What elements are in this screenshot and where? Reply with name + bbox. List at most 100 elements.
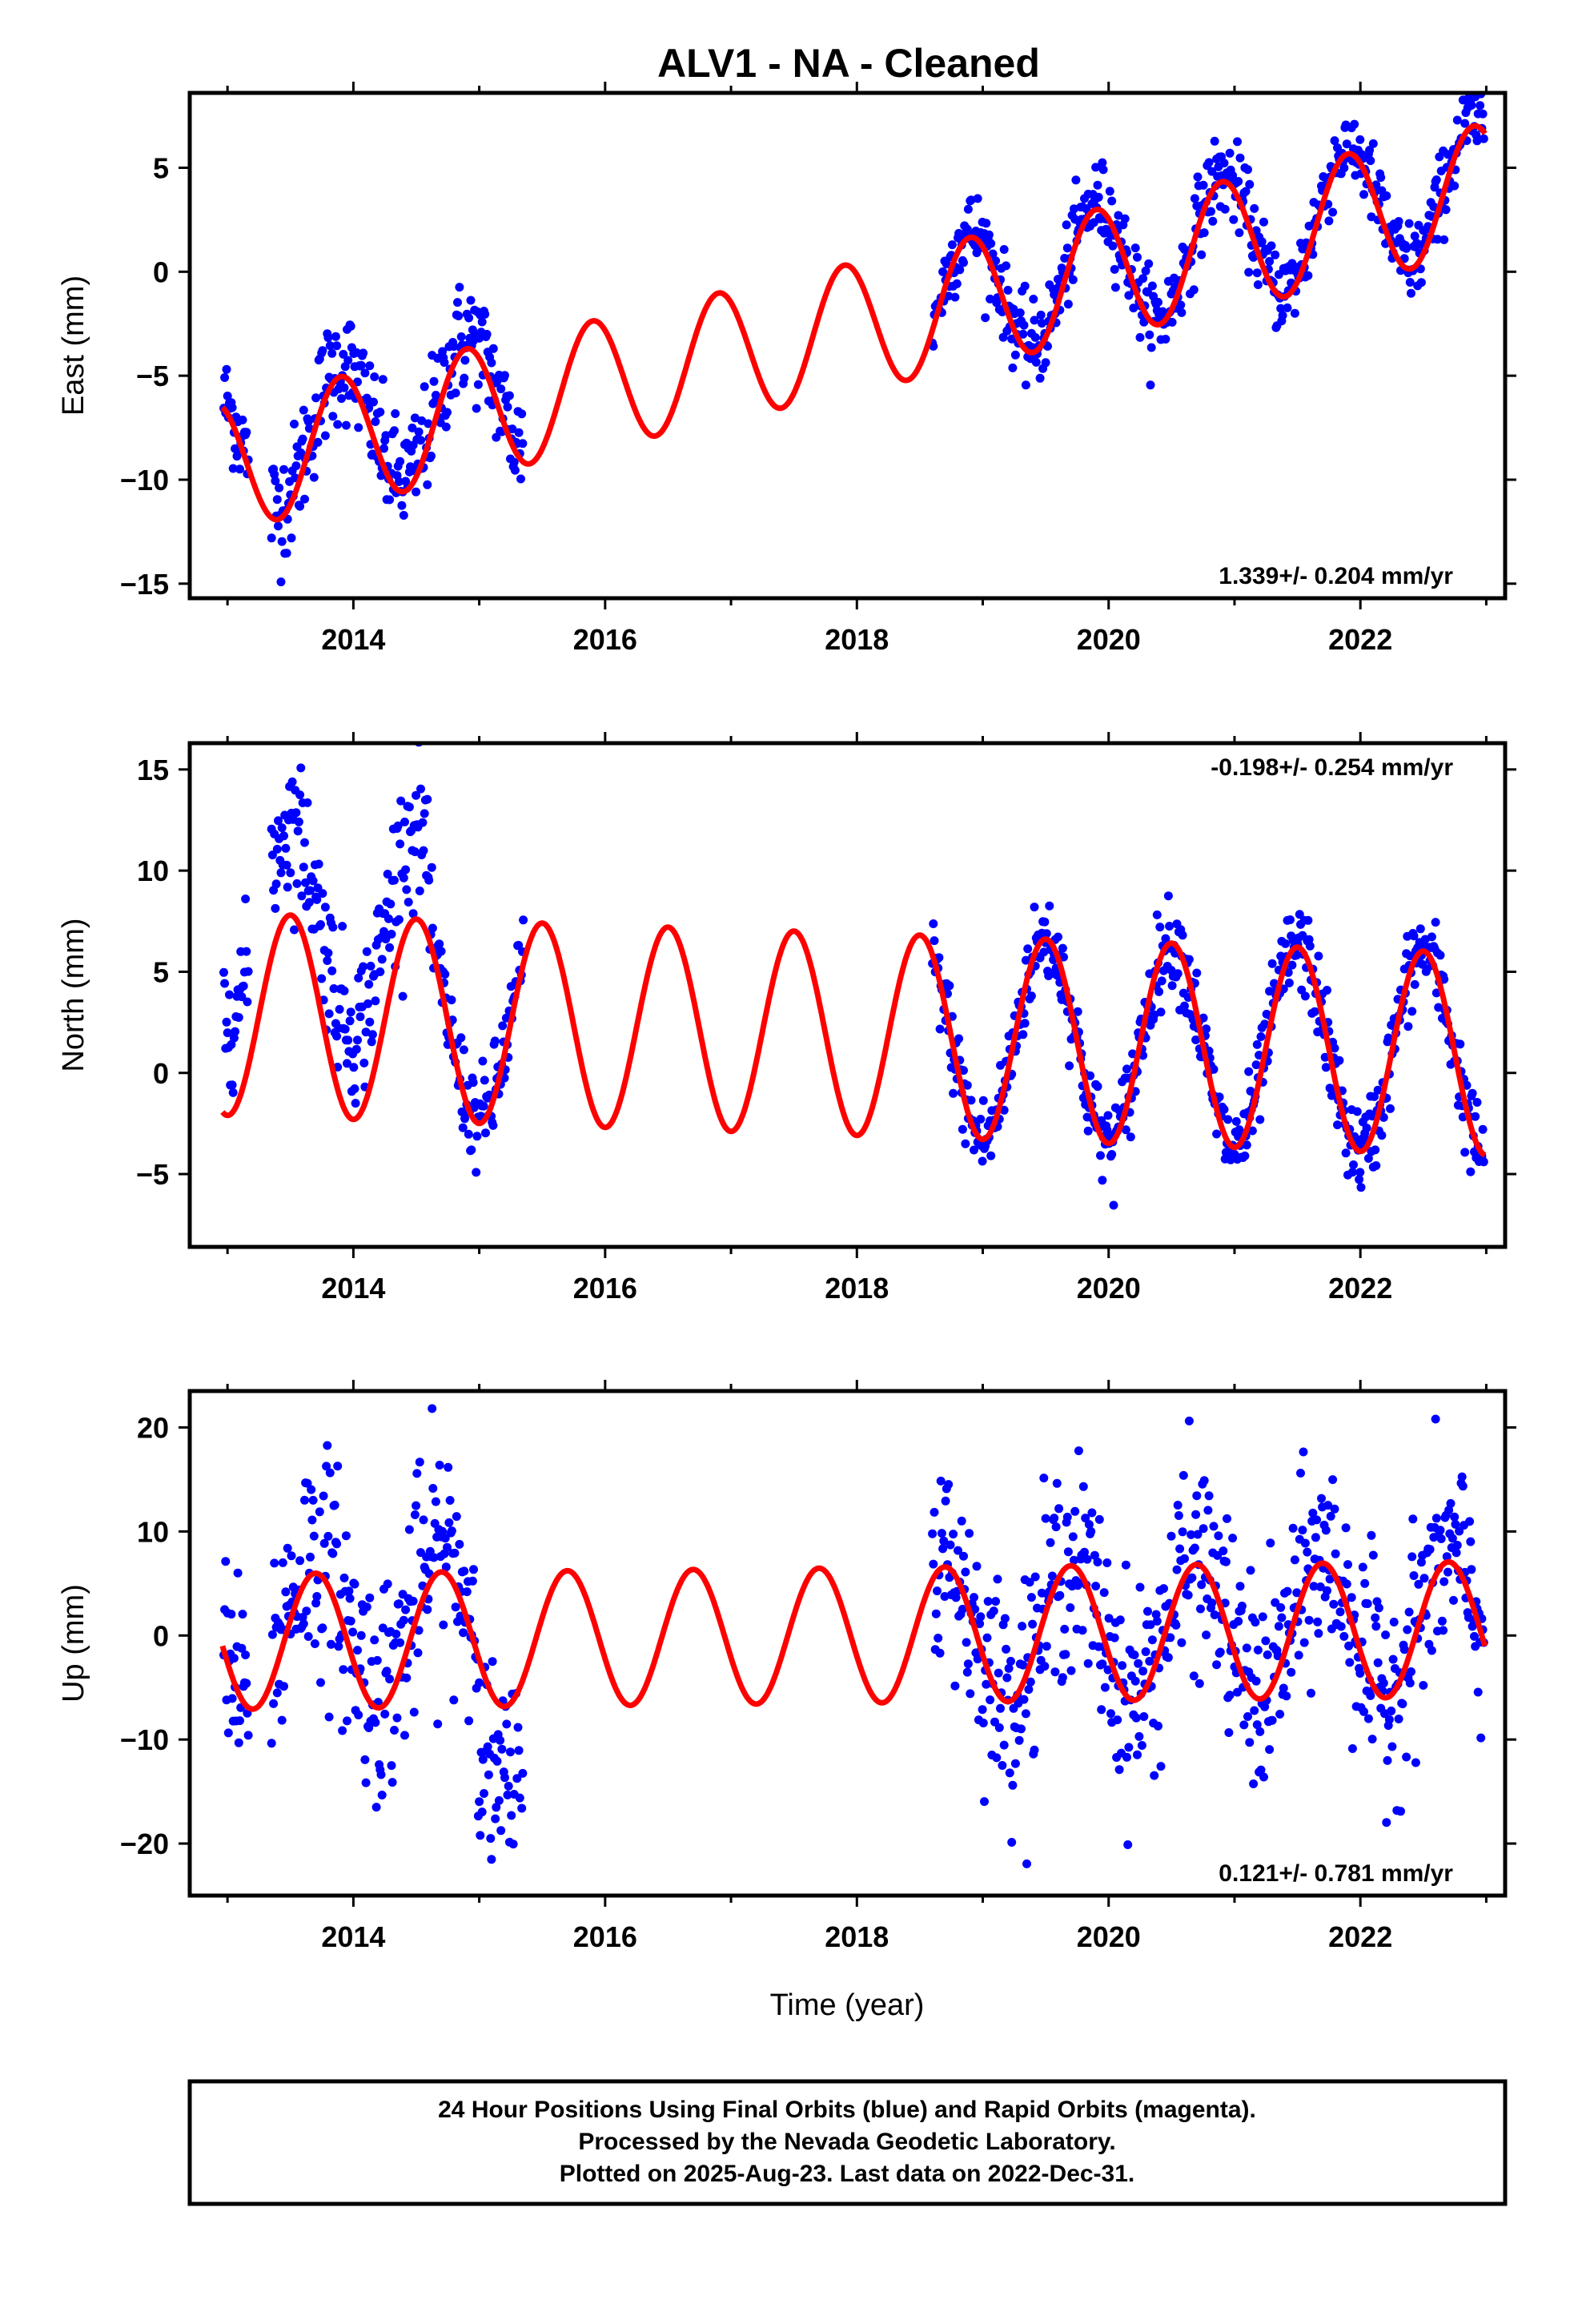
data-point [423, 1605, 432, 1614]
data-point [1317, 1494, 1326, 1503]
data-point [1370, 1092, 1379, 1101]
data-point [507, 1811, 516, 1820]
data-point [1010, 1759, 1020, 1768]
data-point [1219, 1546, 1228, 1556]
data-point [940, 1592, 950, 1601]
data-point [1325, 1574, 1335, 1584]
data-point [929, 1559, 938, 1569]
data-point [428, 923, 437, 933]
data-point [270, 1558, 279, 1568]
data-point [1146, 343, 1156, 352]
data-point [378, 375, 387, 384]
data-point [1107, 1150, 1117, 1159]
data-point [1308, 1508, 1318, 1518]
data-point [332, 1539, 342, 1549]
data-point [1255, 1115, 1265, 1124]
data-point [320, 431, 330, 440]
data-point [370, 1635, 379, 1645]
data-point [1118, 1661, 1127, 1671]
data-point [287, 777, 297, 786]
data-point [404, 898, 413, 907]
data-point [1134, 1731, 1144, 1741]
data-point [464, 1716, 474, 1726]
data-point [334, 1642, 343, 1651]
data-point [1305, 941, 1315, 951]
data-point [1014, 1735, 1024, 1745]
data-point [1003, 285, 1013, 295]
data-point [959, 1551, 968, 1561]
data-point [1472, 136, 1482, 146]
data-point [1093, 1558, 1102, 1566]
data-point [1155, 923, 1165, 932]
data-point [1209, 1064, 1219, 1074]
data-point [1465, 1517, 1475, 1526]
data-point [963, 1659, 973, 1669]
data-point [1026, 1593, 1036, 1602]
data-point [467, 1145, 476, 1155]
data-point [1257, 237, 1267, 247]
data-point [1190, 194, 1199, 203]
data-point [420, 809, 429, 818]
data-point [1019, 320, 1029, 330]
data-point [1139, 317, 1149, 327]
data-point [441, 1562, 451, 1572]
data-point [451, 1602, 460, 1612]
data-point [963, 204, 973, 214]
data-point [978, 1156, 987, 1166]
data-point [343, 1716, 351, 1726]
data-point [1204, 1491, 1214, 1501]
y-tick-label: 10 [137, 1515, 169, 1548]
data-point [309, 1531, 319, 1541]
data-point [1150, 1010, 1159, 1019]
data-point [1094, 1514, 1104, 1524]
data-point [1093, 1082, 1102, 1092]
data-point [367, 1037, 376, 1047]
y-tick-label: −10 [120, 464, 169, 497]
data-point [279, 831, 288, 841]
data-point [243, 1731, 253, 1740]
data-point [1046, 1538, 1055, 1547]
y-tick-label: −10 [120, 1723, 169, 1756]
data-point [1150, 1771, 1159, 1780]
data-point [1007, 1838, 1017, 1847]
data-point [404, 1525, 414, 1534]
data-point [1471, 1112, 1480, 1121]
data-point [931, 1609, 941, 1618]
data-point [396, 839, 405, 849]
data-point [1235, 228, 1244, 238]
data-point [1251, 1618, 1260, 1627]
data-point [328, 923, 338, 932]
data-point [517, 409, 527, 419]
data-point [401, 865, 411, 875]
data-point [944, 1480, 954, 1490]
data-point [433, 1719, 443, 1729]
data-point [1192, 968, 1202, 978]
data-point [238, 1610, 247, 1619]
data-point [1173, 1501, 1182, 1510]
data-point [1298, 1526, 1307, 1535]
data-point [1090, 1550, 1099, 1560]
data-point [1415, 924, 1425, 934]
data-point [1104, 1614, 1114, 1623]
data-point [1365, 146, 1375, 155]
data-point [1019, 1695, 1029, 1704]
data-point [1055, 1590, 1065, 1600]
data-point [1018, 1030, 1028, 1039]
data-point [1384, 1715, 1394, 1724]
data-point [1220, 204, 1230, 214]
data-point [322, 1462, 331, 1471]
data-point [1279, 1683, 1288, 1693]
data-point [1114, 211, 1123, 220]
data-point [447, 1526, 456, 1536]
data-point [1379, 1112, 1388, 1122]
data-point [1197, 1580, 1207, 1590]
data-point [1147, 281, 1157, 291]
data-point [351, 1099, 360, 1108]
data-point [1010, 350, 1020, 360]
data-point [962, 1667, 972, 1677]
y-tick-label: 0 [153, 255, 169, 288]
data-point [1466, 1537, 1476, 1546]
data-point [1219, 159, 1229, 168]
data-point [1460, 119, 1470, 128]
data-point [1407, 1667, 1415, 1676]
